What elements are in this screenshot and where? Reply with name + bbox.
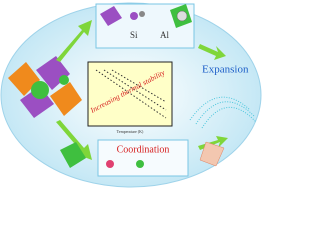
plot-lines [95,69,167,119]
atom [139,11,145,17]
bottom-box [97,139,189,177]
al-label: Al [160,30,169,40]
x-axis-label: Temperature (K) [117,129,144,134]
polyhedron [199,141,225,167]
expansion-label: Expansion [202,64,249,76]
atom [130,12,138,20]
atom [176,10,188,22]
graphic: Si Al Increasing thermal stability Tempe… [0,2,262,188]
plot-panel [87,61,173,127]
arrows [56,20,228,166]
polyhedron [100,6,122,26]
crystal-structure [8,56,82,118]
atom [136,160,144,168]
polyhedron [60,142,86,168]
expansion-curves [189,96,257,129]
atom [106,160,114,168]
coordination-label: Coordination [117,144,170,155]
si-label: Si [130,30,138,40]
